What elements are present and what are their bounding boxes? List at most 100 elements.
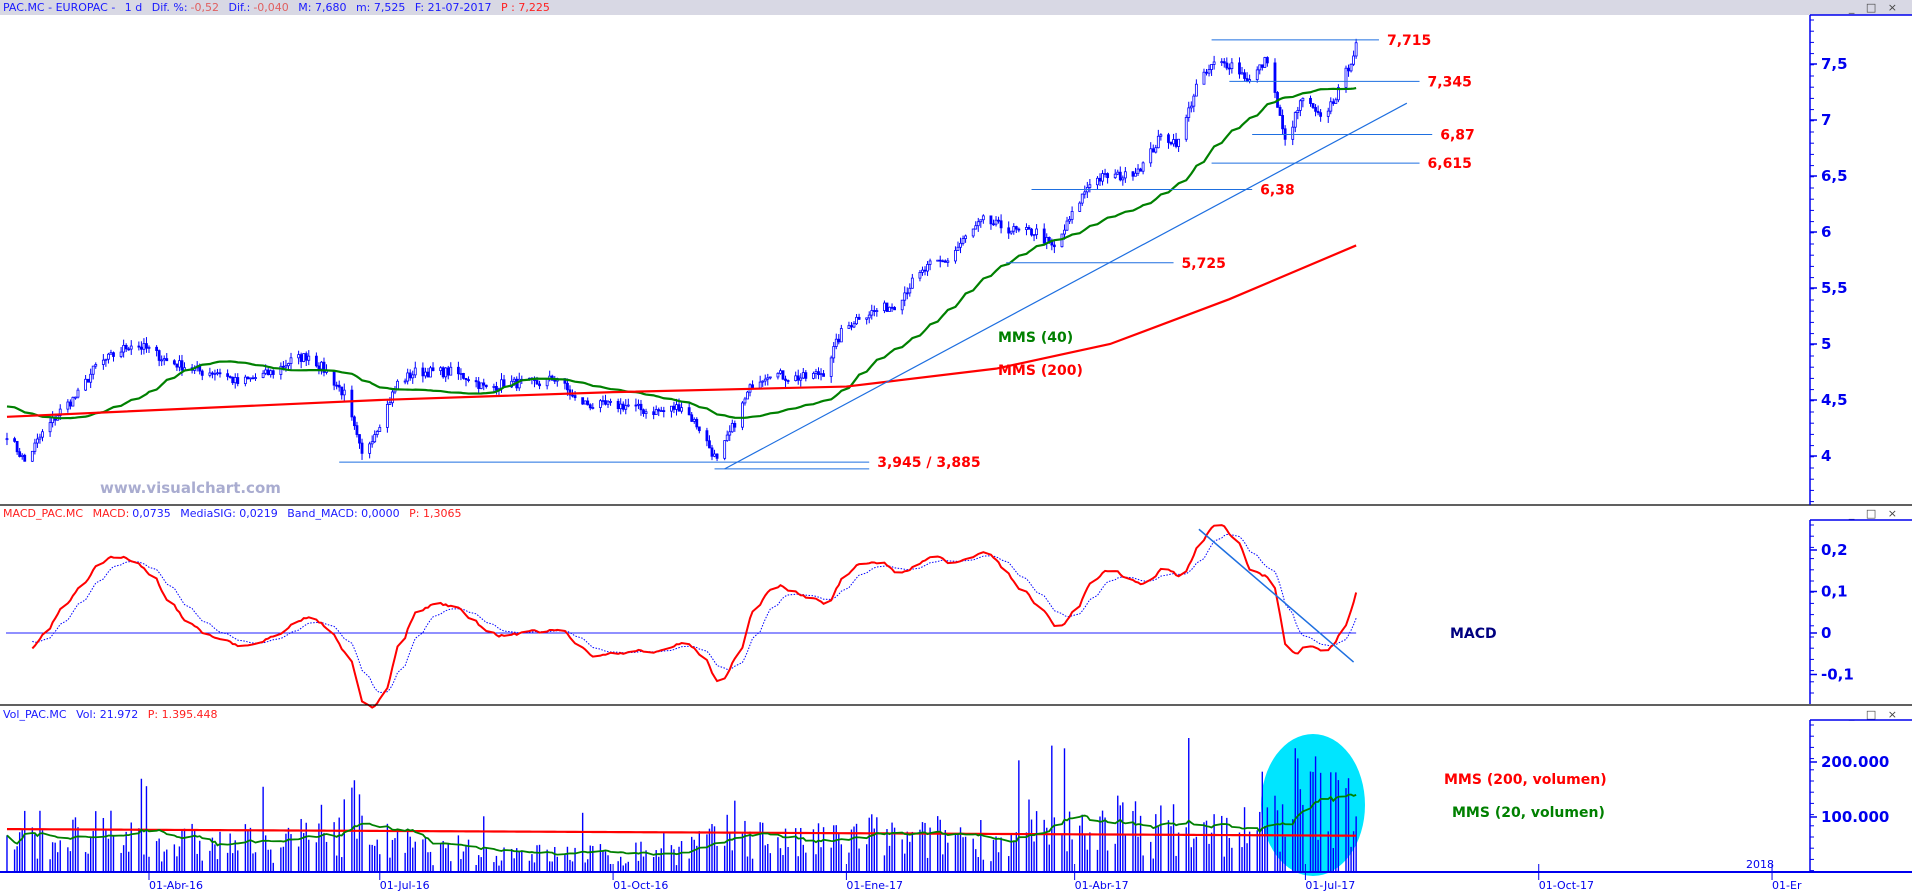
price-candle bbox=[1248, 79, 1252, 82]
price-candle bbox=[68, 401, 72, 407]
dif: -0,040 bbox=[253, 1, 289, 14]
volume-ma200-label: MMS (200, volumen) bbox=[1444, 772, 1607, 788]
price-candle bbox=[697, 426, 701, 432]
price-candle bbox=[928, 260, 932, 265]
price-candle bbox=[18, 451, 22, 457]
price-candle bbox=[839, 328, 843, 343]
price-candle bbox=[1245, 78, 1249, 82]
x-axis-label: 01-Abr-17 bbox=[1075, 879, 1129, 892]
price-candle bbox=[1103, 173, 1107, 175]
price-candle bbox=[748, 384, 752, 393]
price-candle bbox=[107, 353, 110, 360]
window-buttons[interactable]: _ □ × bbox=[1848, 708, 1901, 721]
price-candle bbox=[801, 372, 805, 379]
price-candle bbox=[112, 352, 115, 357]
price-candle bbox=[109, 352, 113, 355]
price-candle bbox=[373, 434, 377, 443]
price-candle bbox=[1296, 109, 1300, 113]
price-candle bbox=[834, 338, 838, 347]
price-candle bbox=[1096, 177, 1099, 186]
price-candle bbox=[954, 250, 957, 262]
price-candle bbox=[794, 375, 798, 382]
price-candle bbox=[94, 364, 98, 367]
price-candle bbox=[708, 440, 711, 449]
price-candle bbox=[1212, 61, 1216, 65]
price-candle bbox=[459, 372, 463, 375]
price-candle bbox=[781, 370, 785, 380]
price-candle bbox=[867, 314, 871, 319]
price-candle bbox=[58, 408, 62, 417]
price-candle bbox=[885, 302, 889, 312]
price-candle bbox=[157, 350, 161, 361]
price-candle bbox=[1060, 233, 1064, 248]
price-candle bbox=[670, 405, 673, 412]
macd-signal-line bbox=[32, 533, 1357, 694]
price-candle bbox=[155, 346, 159, 351]
price-candle bbox=[1319, 112, 1323, 117]
price-candle bbox=[1118, 171, 1122, 181]
price-candle bbox=[33, 442, 37, 452]
price-candle bbox=[479, 382, 483, 389]
price-candle bbox=[583, 400, 587, 405]
price-candle bbox=[1116, 171, 1120, 175]
price-candle bbox=[484, 384, 488, 388]
price-candle bbox=[690, 414, 694, 422]
price-candle bbox=[408, 372, 412, 379]
price-candle bbox=[41, 431, 44, 438]
max-value: M: 7,680 bbox=[298, 1, 347, 14]
symbol-name: PAC.MC - EUROPAC - bbox=[3, 1, 116, 14]
price-candle bbox=[766, 377, 770, 380]
price-candle bbox=[139, 346, 143, 350]
price-candle bbox=[941, 260, 945, 263]
volume-name: Vol_PAC.MC bbox=[3, 708, 67, 721]
price-candle bbox=[355, 425, 359, 435]
window-buttons[interactable]: _ □ × bbox=[1848, 1, 1901, 14]
macd-downtrend-line bbox=[1198, 528, 1355, 663]
price-candle bbox=[1344, 67, 1348, 88]
macd-value: 0,0735 bbox=[132, 507, 171, 520]
price-candle bbox=[692, 418, 696, 422]
price-candle bbox=[568, 389, 572, 396]
price-candle bbox=[715, 453, 719, 459]
price-candle bbox=[456, 366, 460, 375]
price-candle bbox=[812, 373, 815, 379]
price-candle bbox=[396, 380, 399, 390]
price-candle bbox=[500, 379, 503, 390]
price-candle bbox=[799, 377, 803, 381]
price-candle bbox=[751, 384, 754, 389]
price-candle bbox=[888, 306, 891, 312]
signal-value: MediaSIG: 0,0219 bbox=[180, 507, 278, 520]
price-candle bbox=[1017, 228, 1021, 231]
price-candle bbox=[758, 381, 762, 389]
price-candle bbox=[38, 436, 42, 440]
price-candle bbox=[619, 403, 623, 410]
macd-panel-header: MACD_PAC.MC MACD: 0,0735 MediaSIG: 0,0219… bbox=[0, 506, 1912, 521]
price-candle bbox=[388, 402, 392, 405]
price-candle bbox=[571, 394, 574, 397]
window-buttons[interactable]: _ □ × bbox=[1848, 507, 1901, 520]
price-candle bbox=[482, 382, 486, 386]
min-value: m: 7,525 bbox=[355, 1, 406, 14]
price-candle bbox=[1154, 147, 1158, 153]
price-candle bbox=[464, 377, 468, 380]
price-candle bbox=[1278, 106, 1282, 116]
price-candle bbox=[512, 378, 516, 382]
volume-panel-header: Vol_PAC.MC Vol: 21.972 P: 1.395.448 _ □ … bbox=[0, 707, 1912, 722]
price-candle bbox=[553, 379, 557, 382]
price-candle bbox=[1080, 193, 1084, 204]
ma40-label: MMS (40) bbox=[998, 330, 1073, 346]
price-candle bbox=[462, 372, 465, 379]
price-candle bbox=[439, 367, 443, 372]
price-candle bbox=[964, 235, 967, 239]
price-candle bbox=[550, 375, 554, 381]
price-candle bbox=[127, 348, 131, 351]
price-candle bbox=[1149, 148, 1153, 164]
price-candle bbox=[677, 404, 681, 412]
price-candle bbox=[195, 365, 199, 369]
price-candle bbox=[779, 370, 782, 374]
year-marker: 2018 bbox=[1746, 858, 1774, 871]
price-candle bbox=[814, 371, 818, 374]
price-candle bbox=[1052, 244, 1056, 248]
price-candle bbox=[299, 354, 303, 362]
